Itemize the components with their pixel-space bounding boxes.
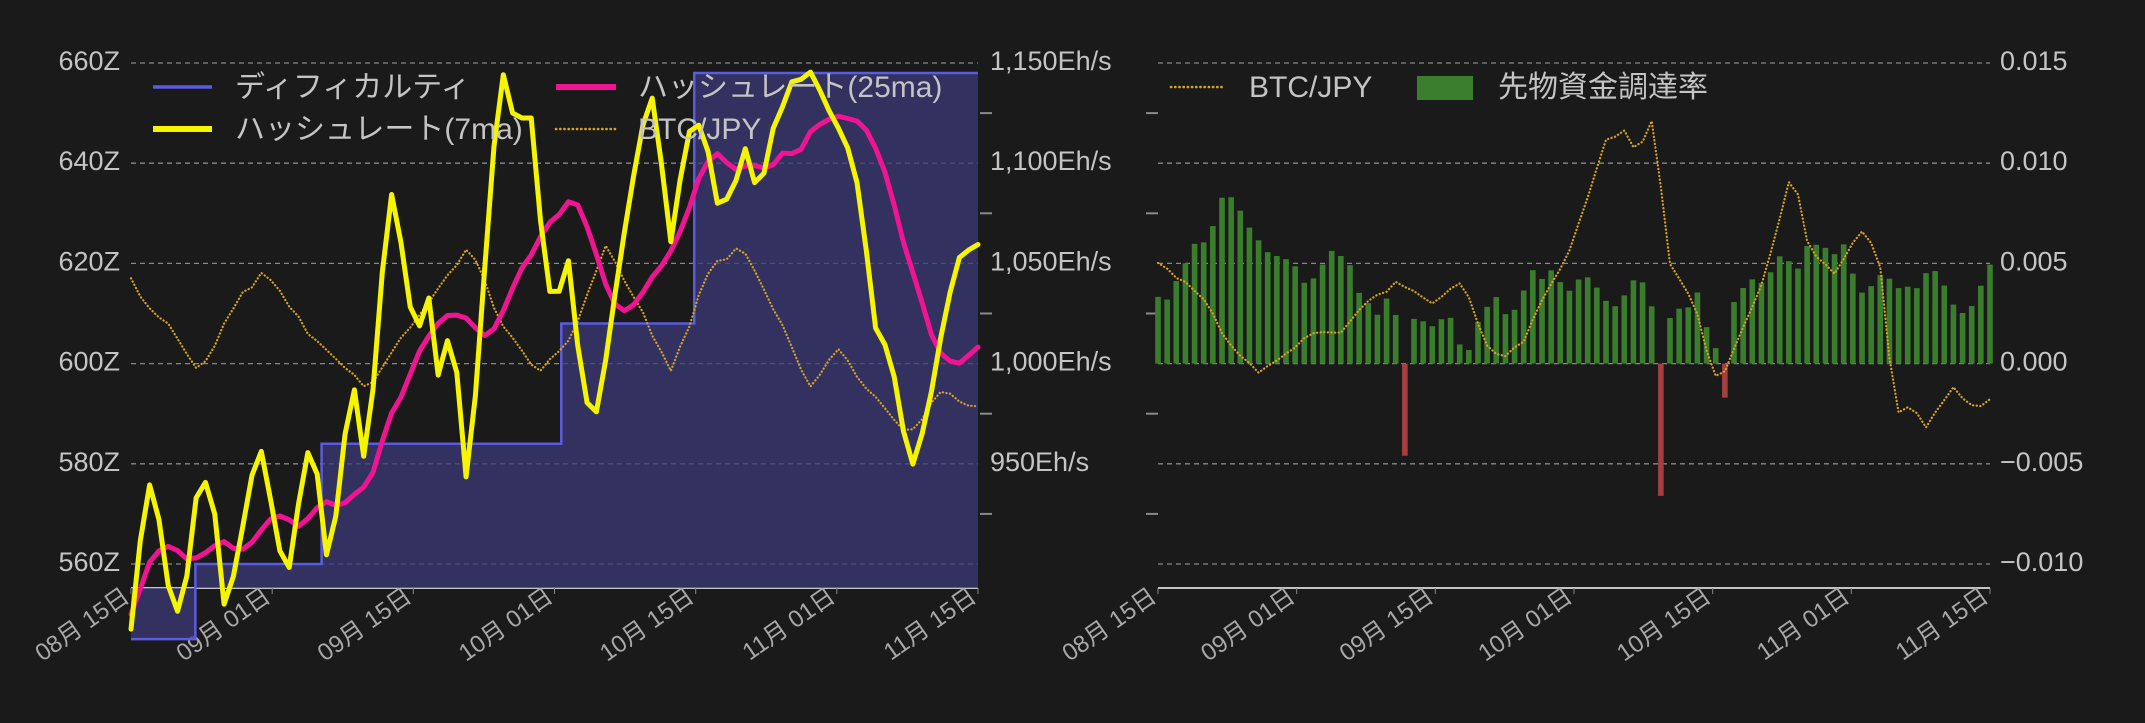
svg-text:ハッシュレート(25ma): ハッシュレート(25ma) [638, 71, 942, 104]
svg-text:−0.010: −0.010 [2000, 547, 2083, 577]
svg-text:0.015: 0.015 [2000, 46, 2068, 76]
svg-text:580Z: 580Z [58, 447, 120, 477]
svg-text:ハッシュレート(7ma): ハッシュレート(7ma) [235, 113, 523, 146]
svg-text:1,050Eh/s: 1,050Eh/s [990, 246, 1112, 276]
svg-text:BTC/JPY: BTC/JPY [638, 113, 761, 146]
svg-text:1,100Eh/s: 1,100Eh/s [990, 146, 1112, 176]
svg-text:ディフィカルティ: ディフィカルティ [235, 71, 471, 104]
svg-text:0.000: 0.000 [2000, 347, 2068, 377]
svg-text:950Eh/s: 950Eh/s [990, 447, 1089, 477]
svg-text:620Z: 620Z [58, 246, 120, 276]
svg-text:660Z: 660Z [58, 46, 120, 76]
svg-text:0.010: 0.010 [2000, 146, 2068, 176]
svg-text:−0.005: −0.005 [2000, 447, 2083, 477]
svg-text:600Z: 600Z [58, 347, 120, 377]
svg-text:560Z: 560Z [58, 547, 120, 577]
svg-text:640Z: 640Z [58, 146, 120, 176]
svg-text:先物資金調達率: 先物資金調達率 [1498, 71, 1708, 104]
svg-text:1,000Eh/s: 1,000Eh/s [990, 347, 1112, 377]
svg-text:0.005: 0.005 [2000, 246, 2068, 276]
svg-text:1,150Eh/s: 1,150Eh/s [990, 46, 1112, 76]
svg-text:BTC/JPY: BTC/JPY [1249, 71, 1372, 104]
